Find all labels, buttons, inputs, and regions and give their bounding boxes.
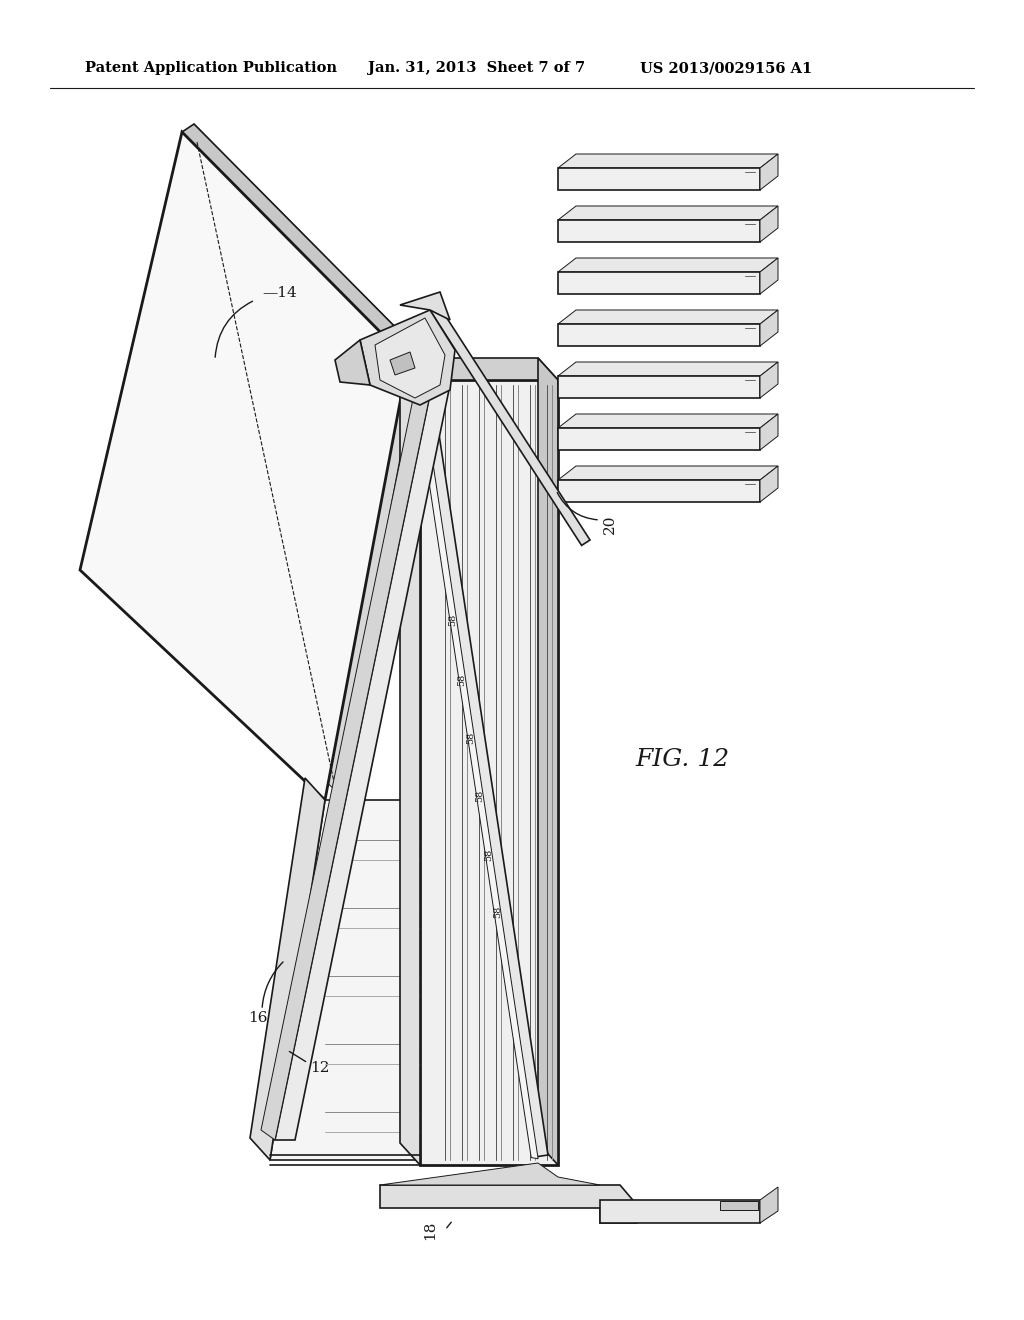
Polygon shape xyxy=(415,391,539,1159)
Text: 58: 58 xyxy=(484,849,494,861)
Polygon shape xyxy=(420,388,548,1156)
Polygon shape xyxy=(558,310,778,323)
Polygon shape xyxy=(558,220,760,242)
Polygon shape xyxy=(558,154,778,168)
Polygon shape xyxy=(760,466,778,502)
Polygon shape xyxy=(558,480,760,502)
Polygon shape xyxy=(760,362,778,399)
Polygon shape xyxy=(558,257,778,272)
Polygon shape xyxy=(380,1185,637,1224)
Text: 20: 20 xyxy=(603,515,617,533)
Polygon shape xyxy=(720,1201,758,1210)
Polygon shape xyxy=(760,154,778,190)
Polygon shape xyxy=(558,323,760,346)
Polygon shape xyxy=(380,1163,600,1185)
Text: Patent Application Publication: Patent Application Publication xyxy=(85,61,337,75)
Polygon shape xyxy=(261,375,432,1140)
Text: 16: 16 xyxy=(248,1011,267,1026)
Text: 58: 58 xyxy=(449,614,458,626)
Polygon shape xyxy=(558,168,760,190)
Text: 58: 58 xyxy=(494,906,503,919)
Polygon shape xyxy=(182,124,420,360)
Polygon shape xyxy=(400,358,558,380)
Polygon shape xyxy=(400,292,450,319)
Polygon shape xyxy=(360,310,455,405)
Polygon shape xyxy=(600,1200,760,1224)
Text: —14: —14 xyxy=(262,286,297,300)
Polygon shape xyxy=(558,466,778,480)
Polygon shape xyxy=(390,352,415,375)
Text: 12: 12 xyxy=(310,1061,330,1074)
Polygon shape xyxy=(335,341,370,385)
Text: 58: 58 xyxy=(467,731,475,744)
Polygon shape xyxy=(558,272,760,294)
Polygon shape xyxy=(80,132,408,800)
Polygon shape xyxy=(275,385,450,1140)
Text: 58: 58 xyxy=(475,789,484,803)
Text: 18: 18 xyxy=(423,1220,437,1239)
Polygon shape xyxy=(760,1187,778,1224)
Polygon shape xyxy=(558,428,760,450)
Polygon shape xyxy=(400,358,420,1166)
Polygon shape xyxy=(558,414,778,428)
Polygon shape xyxy=(538,358,558,1166)
Text: FIG. 12: FIG. 12 xyxy=(635,748,729,771)
Polygon shape xyxy=(424,294,590,545)
Polygon shape xyxy=(250,777,325,1160)
Polygon shape xyxy=(558,376,760,399)
Polygon shape xyxy=(375,318,445,399)
Polygon shape xyxy=(760,310,778,346)
Polygon shape xyxy=(270,800,420,1160)
Polygon shape xyxy=(760,414,778,450)
Polygon shape xyxy=(558,206,778,220)
Text: 58: 58 xyxy=(458,675,467,686)
Polygon shape xyxy=(558,362,778,376)
Polygon shape xyxy=(760,206,778,242)
Polygon shape xyxy=(420,380,558,1166)
Polygon shape xyxy=(92,124,420,792)
Text: Jan. 31, 2013  Sheet 7 of 7: Jan. 31, 2013 Sheet 7 of 7 xyxy=(368,61,585,75)
Polygon shape xyxy=(760,257,778,294)
Text: US 2013/0029156 A1: US 2013/0029156 A1 xyxy=(640,61,812,75)
